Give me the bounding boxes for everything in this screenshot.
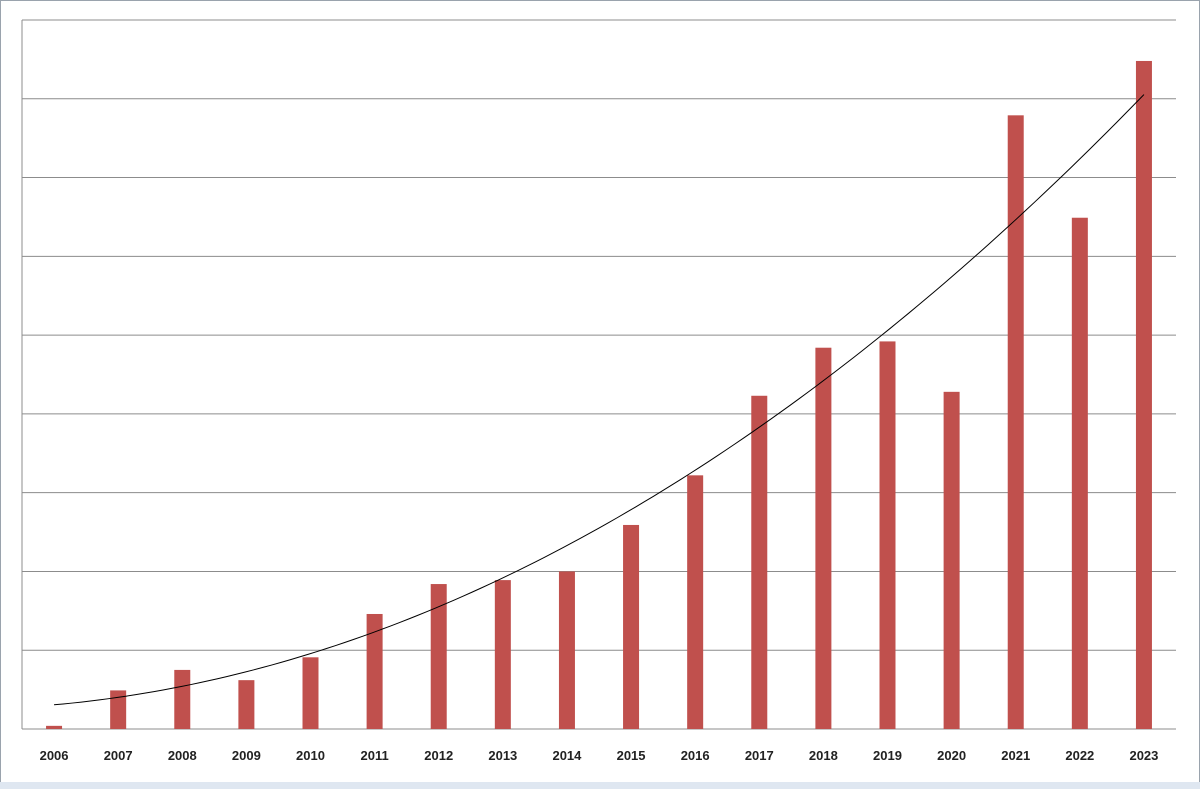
trendline — [54, 94, 1145, 706]
bar-2019 — [879, 341, 896, 729]
bar-2014 — [558, 571, 575, 729]
bars — [46, 60, 1152, 730]
bar-2017 — [751, 395, 768, 729]
bar-2022 — [1071, 217, 1088, 729]
bar-2009 — [238, 680, 255, 729]
bar-2015 — [623, 524, 640, 729]
bar-2008 — [174, 669, 191, 729]
bar-2010 — [302, 657, 319, 729]
bar-2012 — [430, 584, 447, 729]
x-tick-label: 2018 — [809, 748, 838, 763]
bar-2018 — [815, 347, 832, 729]
x-tick-label: 2020 — [937, 748, 966, 763]
x-tick-label: 2009 — [232, 748, 261, 763]
x-tick-label: 2019 — [873, 748, 902, 763]
x-tick-label: 2010 — [296, 748, 325, 763]
x-tick-label: 2007 — [104, 748, 133, 763]
x-tick-label: 2012 — [424, 748, 453, 763]
x-tick-label: 2022 — [1065, 748, 1094, 763]
bar-2023 — [1135, 60, 1152, 730]
x-tick-label: 2013 — [488, 748, 517, 763]
x-tick-label: 2011 — [361, 748, 389, 763]
x-tick-label: 2014 — [552, 748, 582, 763]
gridlines — [22, 19, 1176, 730]
window-bottom-strip — [0, 782, 1200, 789]
x-tick-label: 2017 — [745, 748, 774, 763]
x-tick-label: 2023 — [1129, 748, 1158, 763]
bar-2016 — [687, 475, 704, 729]
x-tick-labels: 2006 2007 2008 2009 2010 2011 2012 2013 2014 2015… — [40, 748, 1159, 763]
x-tick-label: 2021 — [1001, 748, 1030, 763]
bar-2020 — [943, 391, 960, 729]
bar-2021 — [1007, 115, 1024, 730]
bar-2011 — [366, 613, 383, 729]
bar-2006 — [46, 725, 63, 729]
x-tick-label: 2008 — [168, 748, 197, 763]
x-tick-label: 2006 — [40, 748, 69, 763]
bar-2007 — [110, 690, 127, 729]
x-tick-label: 2015 — [617, 748, 646, 763]
x-tick-label: 2016 — [681, 748, 710, 763]
bar-2013 — [494, 580, 511, 729]
